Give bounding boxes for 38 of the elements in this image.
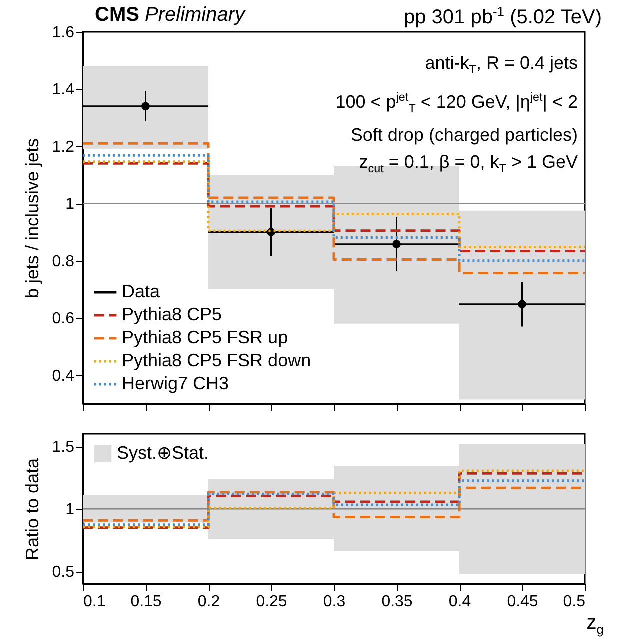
y-tick-label: 0.4: [52, 368, 75, 385]
x-tick-label: 0.45: [507, 594, 538, 610]
chart-subtitle: pp 301 pb$^{-1}$ (5.02 TeV): [404, 4, 602, 30]
point: [392, 240, 401, 248]
legend-label: Syst.⊕Stat.: [117, 443, 210, 463]
y-tick-label: 0.6: [52, 310, 75, 328]
legend-label: Pythia8 CP5: [122, 304, 222, 324]
legend-label: Pythia8 CP5 FSR down: [122, 350, 312, 370]
x-tick-label: 0.4: [448, 594, 472, 610]
point: [142, 102, 150, 111]
annotation: z$_{cut}$ = 0.1, β = 0, k$_{T}$ > 1 GeV: [358, 151, 578, 178]
legend-label: Herwig7 CH3: [122, 374, 230, 394]
annotation: Soft drop (charged particles): [350, 124, 578, 148]
x-tick-label: 0.2: [198, 594, 220, 610]
y-tick-label: 1: [66, 196, 75, 214]
annotation: 100 < p$^{jet}$$_{T}$ < 120 GeV, |η$^{jet}$| < 2: [336, 90, 578, 118]
y-tick-label: 1.2: [52, 138, 75, 156]
annotation: anti-k$_{T}$, R = 0.4 jets: [424, 52, 578, 79]
x-tick-label: 0.1: [84, 594, 106, 610]
y-tick-label: 1.4: [52, 82, 75, 99]
x-axis-title: z$_{g}$: [586, 612, 604, 637]
chart-title: CMS Preliminary: [95, 4, 246, 26]
y-tick-label: 1.5: [52, 439, 75, 456]
y-tick-label: 1.6: [52, 24, 75, 42]
x-tick-label: 0.3: [323, 594, 346, 610]
y-tick-label: 0.5: [52, 564, 75, 581]
bar: [83, 66, 208, 150]
x-tick-label: 0.15: [130, 594, 162, 610]
point: [518, 300, 526, 309]
y-axis-title: Ratio to data: [22, 457, 42, 561]
x-tick-label: 0.35: [382, 594, 413, 610]
y-tick-label: 1: [66, 502, 75, 518]
legend-label: Pythia8 CP5 FSR up: [122, 328, 288, 348]
x-tick-label: 0.25: [256, 594, 288, 610]
x-tick-label: 0.5: [563, 594, 586, 610]
y-tick-label: 0.8: [52, 253, 75, 270]
legend-label: Data: [122, 282, 162, 302]
y-axis-title: b jets / inclusive jets: [22, 138, 42, 299]
